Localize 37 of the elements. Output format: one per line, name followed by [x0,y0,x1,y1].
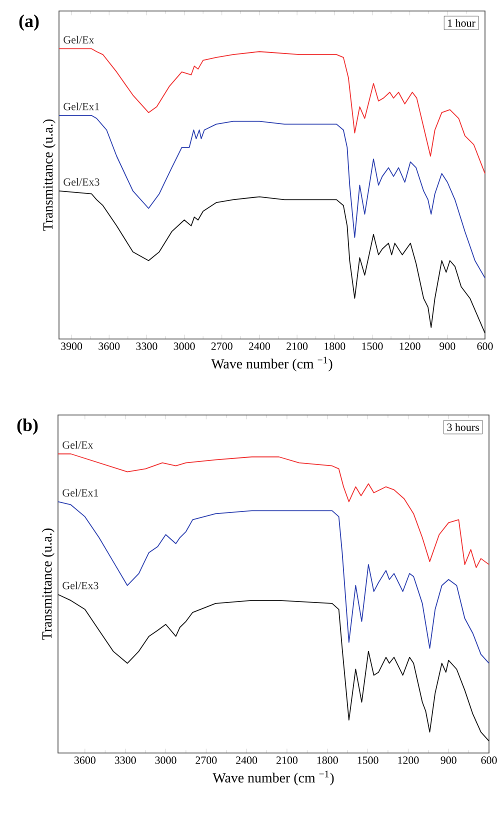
series-label: Gel/Ex [62,440,94,449]
series-label: Gel/Ex [64,36,94,44]
series-label: Gel/Ex3 [62,582,98,590]
x-tick-label: 900 [440,342,456,350]
x-tick-label: 3600 [98,342,120,350]
series-label: Gel/Ex1 [64,102,100,110]
series-label: Gel/Ex1 [62,488,98,497]
x-tick-label: 2700 [196,756,217,764]
series-label: Gel/Ex3 [64,178,100,186]
x-tick-label: 2700 [211,342,232,350]
text: 1 hour [448,19,476,27]
x-tick-label: 1800 [317,756,338,764]
x-tick-label: 3000 [155,756,176,764]
x-tick-label: 600 [477,342,493,350]
x-tick-label: 600 [481,756,497,764]
x-axis-title: Wave number (cm $^{−1}$) [211,356,332,372]
chart-title: (b) [17,418,38,435]
y-axis-title: Transmittance (u.a.) [42,120,56,231]
text: 3 hours [447,423,479,431]
y-axis-title: Transmittance (u.a.) [42,528,54,640]
x-tick-label: 3000 [174,342,195,350]
x-tick-label: 1200 [400,342,420,350]
x-tick-label: 3300 [114,756,136,764]
x-tick-label: 3600 [74,756,96,764]
x-tick-label: 1500 [362,342,383,350]
x-tick-label: 3300 [136,342,158,350]
x-tick-label: 2100 [286,342,308,350]
x-tick-label: 3900 [61,342,82,350]
x-tick-label: 900 [440,756,456,764]
x-tick-label: 2400 [248,342,270,350]
x-tick-label: 2400 [236,756,258,764]
x-tick-label: 1200 [398,756,419,764]
x-tick-label: 1800 [324,342,346,350]
x-tick-label: 1500 [358,756,378,764]
x-axis-title: Wave number (cm $^{−1}$) [212,770,334,786]
chart-title: (a) [19,14,39,31]
x-tick-label: 2100 [276,756,298,764]
